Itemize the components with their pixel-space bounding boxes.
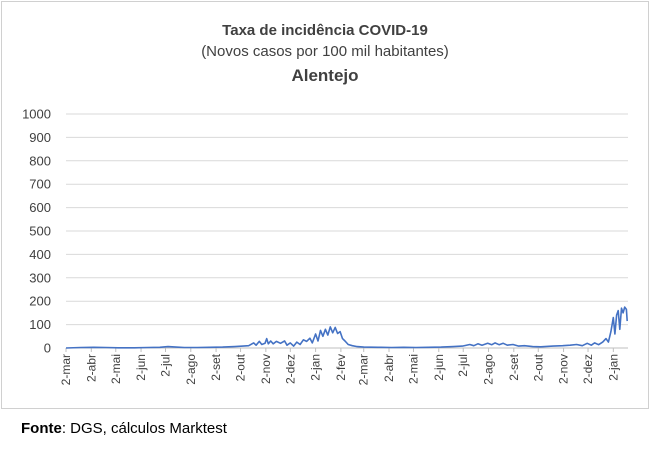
x-tick-label: 2-mai	[406, 354, 420, 384]
y-tick-label: 0	[44, 341, 51, 356]
x-tick-label: 2-fev	[334, 354, 348, 381]
chart-title: Taxa de incidência COVID-19	[222, 22, 428, 39]
line-chart: Taxa de incidência COVID-19 (Novos casos…	[22, 22, 628, 385]
x-tick-label: 2-set	[507, 353, 521, 380]
chart-frame: Taxa de incidência COVID-19 (Novos casos…	[1, 1, 649, 409]
series-layer	[65, 306, 628, 349]
chart-subtitle: (Novos casos por 100 mil habitantes)	[201, 43, 449, 60]
gridlines	[66, 113, 628, 349]
x-tick-label: 2-jun	[134, 354, 148, 381]
x-tick-label: 2-jul	[456, 354, 470, 377]
y-tick-label: 800	[29, 153, 51, 168]
y-tick-label: 200	[29, 294, 51, 309]
y-tick-label: 400	[29, 247, 51, 262]
x-tick-label: 2-nov	[557, 354, 571, 384]
x-tick-label: 2-ago	[482, 354, 496, 385]
x-tick-label: 2-out	[234, 353, 248, 381]
source-text: : DGS, cálculos Marktest	[61, 420, 227, 437]
source-note: Fonte: DGS, cálculos Marktest	[21, 420, 227, 437]
x-tick-label: 2-out	[531, 353, 545, 381]
y-tick-label: 1000	[22, 107, 51, 122]
x-tick-label: 2-jan	[606, 354, 620, 381]
x-tick-label: 2-mar	[59, 354, 73, 385]
y-tick-label: 100	[29, 317, 51, 332]
x-tick-label: 2-dez	[283, 354, 297, 384]
series-line	[65, 306, 628, 349]
x-tick-label: 2-mar	[357, 354, 371, 385]
x-tick-label: 2-ago	[184, 354, 198, 385]
x-tick-label: 2-dez	[581, 354, 595, 384]
source-label: Fonte	[21, 420, 62, 437]
x-tick-label: 2-jul	[159, 354, 173, 377]
x-tick-label: 2-mai	[109, 354, 123, 384]
x-tick-label: 2-jan	[309, 354, 323, 381]
x-tick-label: 2-abr	[84, 354, 98, 382]
x-axis-ticks: 2-mar 2-abr 2-mai 2-jun 2-jul 2-ago 2-set 2-out…	[59, 348, 620, 385]
chart-region: Alentejo	[291, 66, 358, 85]
x-tick-label: 2-jun	[432, 354, 446, 381]
y-tick-label: 600	[29, 200, 51, 215]
x-tick-label: 2-nov	[259, 354, 273, 384]
y-tick-label: 300	[29, 270, 51, 285]
x-tick-label: 2-abr	[382, 354, 396, 382]
y-axis-ticks: 0 100 200 300 400 500 600 700 800 900 1000	[22, 107, 51, 356]
y-tick-label: 900	[29, 130, 51, 145]
y-tick-label: 700	[29, 177, 51, 192]
y-tick-label: 500	[29, 224, 51, 239]
x-tick-label: 2-set	[209, 353, 223, 380]
